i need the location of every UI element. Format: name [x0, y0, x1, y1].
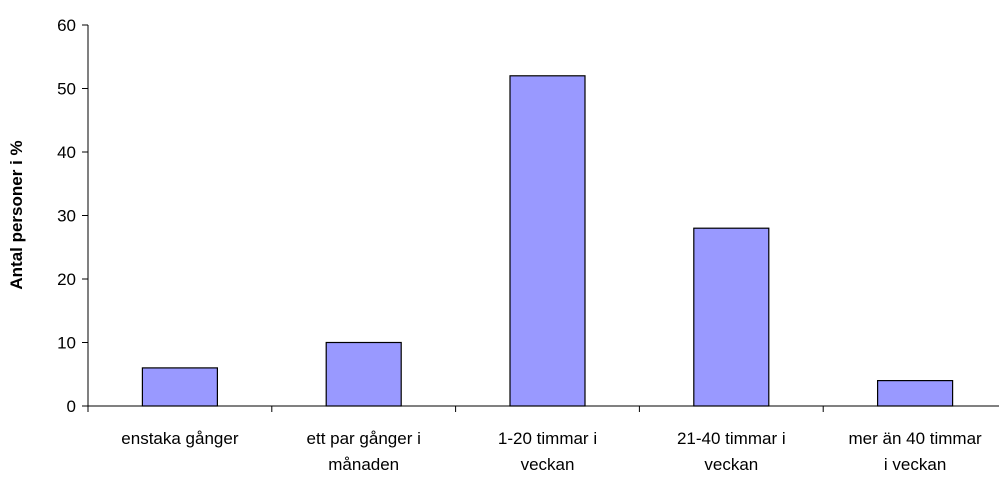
bar [693, 227, 770, 407]
y-tick-label: 0 [67, 397, 76, 416]
x-category-label: 1-20 timmar i veckan [498, 429, 597, 474]
x-category-label: ett par gånger i månaden [307, 429, 421, 474]
bar [325, 341, 402, 407]
y-tick-label: 20 [57, 270, 76, 289]
x-category-label: enstaka gånger [121, 429, 239, 448]
x-axis-labels: enstaka gånger ett par gånger i månaden 1-2… [121, 429, 982, 474]
bar [141, 367, 218, 407]
y-axis-title: Antal personer i % [7, 140, 26, 289]
x-axis-ticks [87, 406, 824, 412]
y-axis-title-group: Antal personer i % [7, 140, 26, 289]
y-tick-label: 60 [57, 16, 76, 35]
y-axis-ticks: 0 10 20 30 40 50 60 [57, 16, 88, 416]
bar [509, 75, 586, 407]
axes-group [87, 25, 999, 407]
y-tick-label: 30 [57, 207, 76, 226]
y-tick-label: 50 [57, 80, 76, 99]
y-tick-label: 10 [57, 334, 76, 353]
y-tick-label: 40 [57, 143, 76, 162]
x-category-label: 21-40 timmar i veckan [677, 429, 786, 474]
x-category-label: mer än 40 timmar i veckan [848, 429, 982, 474]
bar [876, 380, 954, 407]
bars-group [141, 75, 954, 407]
